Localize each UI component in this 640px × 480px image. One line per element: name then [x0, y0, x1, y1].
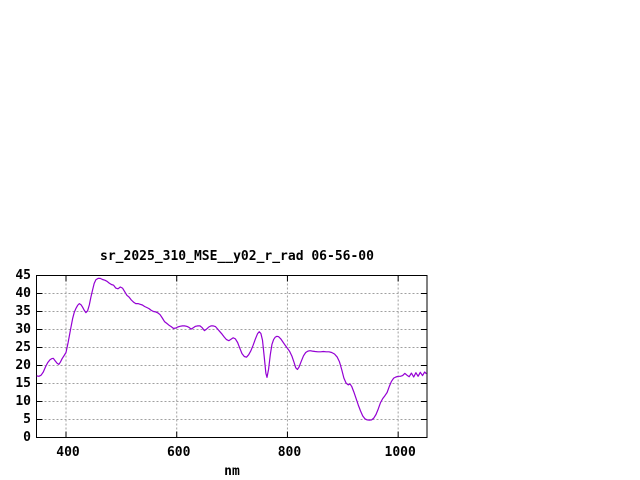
y-tick-label: 30: [15, 322, 31, 337]
y-tick-label: 10: [15, 394, 31, 409]
y-tick-label: 45: [15, 268, 31, 283]
x-tick-label: 600: [166, 445, 191, 460]
y-tick-label: 0: [23, 430, 31, 445]
x-tick-label: 400: [56, 445, 80, 460]
x-tick-label: 800: [277, 445, 302, 460]
y-tick-label: 25: [15, 340, 31, 355]
y-tick-label: 40: [15, 286, 31, 301]
y-tick-label: 5: [23, 412, 31, 427]
chart-title: sr_2025_310_MSE__y02_r_rad 06-56-00: [100, 249, 374, 264]
x-tick-label: 1000: [384, 445, 416, 460]
y-tick-label: 15: [15, 376, 31, 391]
data-line-spectral_radiance: [36, 277, 427, 421]
y-tick-label: 20: [15, 358, 31, 373]
x-axis-label: nm: [224, 464, 240, 479]
y-tick-label: 35: [15, 304, 31, 319]
plot-frame: [36, 275, 428, 438]
